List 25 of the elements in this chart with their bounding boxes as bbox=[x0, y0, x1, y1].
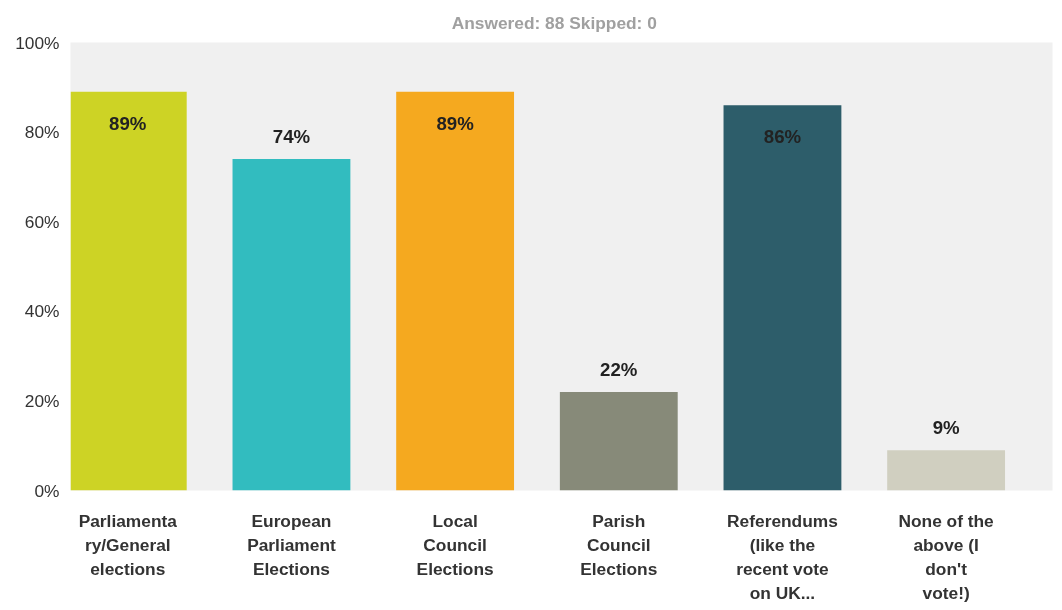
x-tick-label: Referendums (like the recent vote on UK... bbox=[727, 510, 838, 603]
y-tick-label: 80% bbox=[24, 122, 60, 143]
data-label: 86% bbox=[763, 126, 802, 148]
bar bbox=[559, 391, 678, 491]
y-tick-label: 60% bbox=[24, 211, 60, 232]
y-tick-label: 40% bbox=[24, 301, 60, 322]
data-label: 22% bbox=[600, 359, 638, 381]
bar bbox=[232, 158, 351, 491]
x-tick-label: Parliamentary/General elections bbox=[78, 510, 178, 579]
y-tick-label: 20% bbox=[24, 390, 60, 411]
data-label: 74% bbox=[272, 126, 311, 148]
y-tick-label: 0% bbox=[34, 480, 60, 501]
x-tick-label: None of the above (I don't vote!) bbox=[898, 510, 995, 603]
x-tick-label: Parish Council Elections bbox=[580, 510, 658, 579]
data-label: 89% bbox=[109, 112, 147, 134]
bar bbox=[396, 91, 515, 491]
y-tick-label: 100% bbox=[15, 32, 60, 53]
bar bbox=[887, 450, 1006, 491]
bar bbox=[723, 105, 842, 491]
chart-subtitle: Answered: 88 Skipped: 0 bbox=[451, 12, 657, 33]
x-tick-label: Local Council Elections bbox=[416, 510, 494, 579]
data-label: 89% bbox=[436, 112, 475, 134]
data-label: 9% bbox=[932, 417, 961, 439]
x-tick-label: European Parliament Elections bbox=[247, 510, 336, 579]
bar bbox=[70, 91, 187, 491]
